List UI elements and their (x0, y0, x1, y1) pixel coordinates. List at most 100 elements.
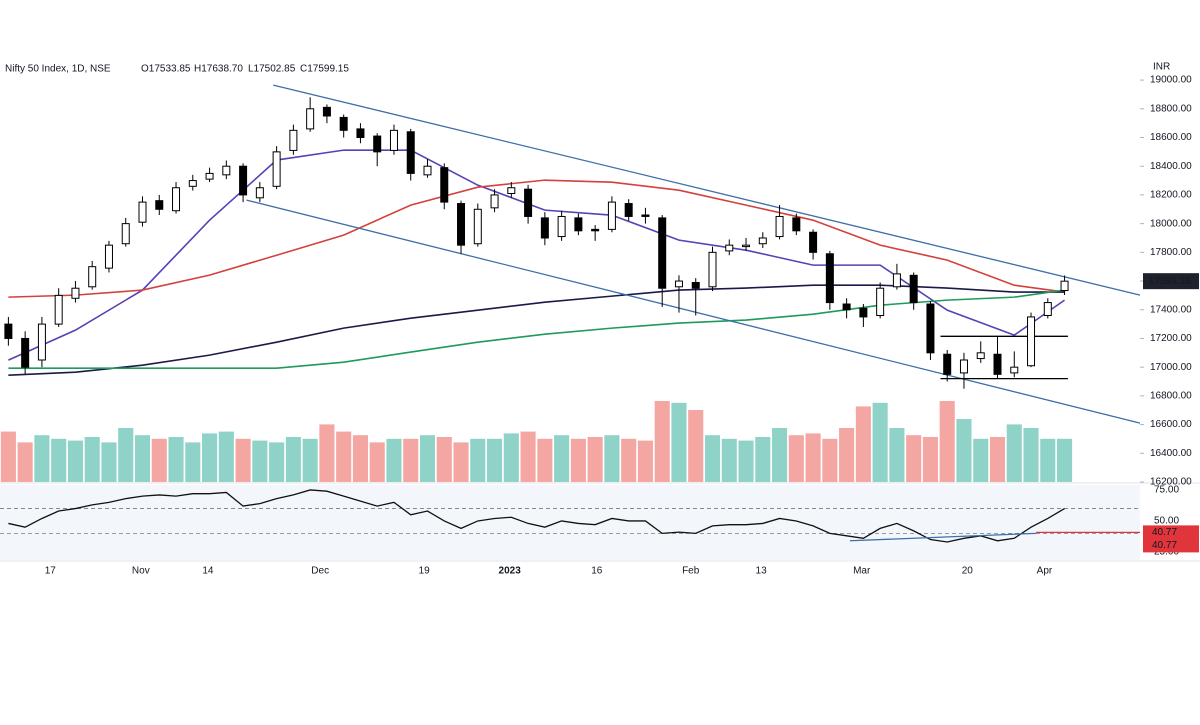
candle-body (373, 135, 382, 153)
candle-body (356, 128, 365, 139)
candle-body (306, 108, 315, 130)
candle-body (993, 353, 1002, 375)
volume-bar (0, 431, 16, 482)
volume-bar (989, 437, 1006, 482)
candle-body (473, 208, 482, 245)
volume-bar (386, 438, 402, 482)
volume-bar (369, 442, 385, 482)
volume-bar (470, 438, 486, 482)
x-tick-label: Apr (1037, 566, 1053, 577)
x-tick-label: 19 (419, 566, 431, 577)
x-tick-label: 20 (962, 566, 974, 577)
x-tick-label: Dec (311, 566, 329, 577)
trendline (273, 84, 1141, 296)
volume-bar (554, 435, 570, 482)
volume-bar (570, 438, 586, 482)
candle-body (842, 303, 851, 311)
volume-bar (889, 428, 905, 482)
volume-bar (269, 442, 285, 482)
x-tick-label: Nov (132, 566, 150, 577)
volume-bar (84, 437, 100, 482)
volume-bar (403, 438, 419, 482)
ohlc-high: H17638.70 (194, 64, 243, 75)
rsi-level-box (1143, 538, 1199, 553)
y-tick-label: 18400.00 (1150, 161, 1192, 172)
volume-bar (537, 438, 553, 482)
ohlc-open: O17533.85 (141, 64, 191, 75)
candle-body (574, 217, 583, 232)
currency: INR (1153, 62, 1170, 73)
y-tick-label: 17800.00 (1150, 247, 1192, 258)
volume-bar (134, 435, 151, 482)
candle-body (708, 251, 717, 288)
volume-bar (654, 401, 670, 482)
volume-bar (319, 424, 335, 482)
rsi-trendline (849, 532, 1037, 542)
candle-body (121, 223, 130, 245)
candle-body (1027, 316, 1036, 367)
volume-bar (1040, 438, 1056, 482)
y-tick-label: 16400.00 (1150, 448, 1192, 459)
volume-bar (939, 401, 955, 482)
candle-body (591, 228, 600, 232)
last-price-box (1143, 273, 1199, 290)
volume-bar (604, 435, 620, 482)
candle-body (976, 352, 985, 360)
x-tick-label: 16 (591, 566, 603, 577)
volume-bar (520, 431, 536, 482)
volume-bar (922, 437, 938, 482)
volume-bar (688, 410, 704, 482)
candle-body (289, 129, 298, 151)
y-tick-label: 16600.00 (1150, 419, 1192, 430)
candle-body (691, 281, 700, 289)
y-tick-label: 16800.00 (1150, 391, 1192, 402)
volume-bar (17, 442, 33, 482)
candle-body (457, 203, 466, 246)
x-tick-label: 17 (45, 566, 57, 577)
trendline (246, 199, 1141, 424)
candle-body (339, 116, 348, 131)
rsi-level-label: 40.77 (1152, 527, 1177, 538)
candle-body (1060, 280, 1069, 292)
candle-body (205, 172, 214, 180)
candle-body (674, 280, 683, 288)
candle-body (792, 217, 801, 232)
candle-body (859, 307, 868, 318)
volume-bar (34, 435, 50, 482)
volume-bar (872, 402, 888, 482)
volume-bar (302, 438, 318, 482)
candle-body (658, 217, 667, 289)
rsi-line (8, 489, 1065, 543)
candle-body (758, 237, 767, 245)
volume-bar (67, 440, 83, 482)
candle-body (892, 273, 901, 288)
candle-body (423, 165, 432, 176)
volume-bar (352, 435, 368, 482)
volume-bar (788, 435, 804, 482)
candle-body (222, 165, 231, 176)
candle-body (624, 203, 633, 217)
candle-body (37, 323, 46, 361)
candle-body (54, 294, 63, 325)
x-tick-label: Mar (853, 566, 871, 577)
moving-average (8, 149, 1066, 361)
volume-bar (587, 437, 603, 482)
candle-body (943, 353, 952, 375)
volume-bar (621, 438, 637, 482)
x-tick-label: Feb (682, 566, 700, 577)
candle-body (440, 167, 449, 203)
candle-body (775, 215, 784, 238)
candle-body (641, 214, 650, 217)
candle-body (71, 287, 80, 299)
candle-body (540, 217, 549, 239)
volume-bar (973, 438, 989, 482)
candle-body (322, 106, 331, 117)
volume-bar (151, 438, 167, 482)
candle-body (507, 187, 516, 194)
volume-bar (185, 442, 201, 482)
candle-body (725, 244, 734, 252)
volume-bar (1057, 438, 1073, 482)
y-tick-label: 18600.00 (1150, 132, 1192, 143)
